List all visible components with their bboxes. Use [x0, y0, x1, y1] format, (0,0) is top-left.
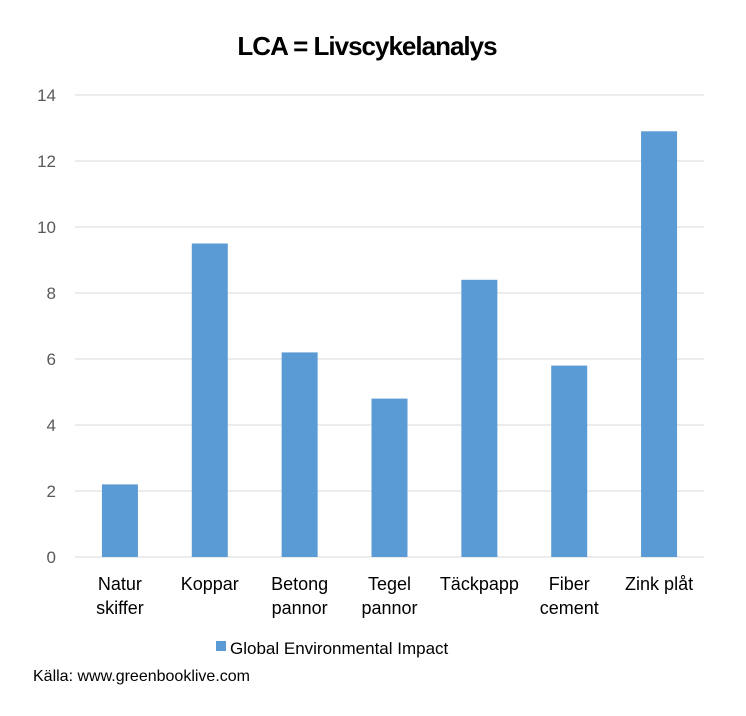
x-category-line: skiffer — [96, 598, 144, 618]
legend-label: Global Environmental Impact — [230, 639, 449, 658]
x-category-line: Natur — [98, 574, 142, 594]
chart-title: LCA = Livscykelanalys — [237, 31, 497, 61]
bar-2 — [281, 352, 318, 557]
y-tick-label: 2 — [47, 482, 56, 501]
y-tick-label: 14 — [37, 86, 56, 105]
x-category-label: Natur skiffer — [96, 574, 144, 618]
bar-0 — [101, 484, 138, 557]
y-axis-ticks: 0 2 4 6 8 10 12 14 — [37, 86, 56, 567]
x-category-label: Täckpapp — [440, 574, 519, 594]
bars — [101, 131, 678, 558]
x-axis-categories: Natur skiffer Koppar Betong pannor Tegel panno… — [96, 574, 693, 618]
bar-3 — [371, 398, 408, 557]
y-tick-label: 8 — [47, 284, 56, 303]
x-category-line: Täckpapp — [440, 574, 519, 594]
x-category-line: Fiber — [549, 574, 590, 594]
legend: Global Environmental Impact — [216, 639, 449, 658]
x-category-label: Zink plåt — [625, 574, 693, 594]
x-category-line: Betong — [271, 574, 328, 594]
legend-swatch — [216, 641, 226, 651]
x-category-line: Tegel — [368, 574, 411, 594]
source-credit: Källa: www.greenbooklive.com — [33, 668, 250, 685]
bar-1 — [191, 243, 228, 557]
x-category-line: Koppar — [181, 574, 239, 594]
y-tick-label: 4 — [47, 416, 56, 435]
x-category-label: Fiber cement — [540, 574, 599, 618]
x-category-label: Betong pannor — [271, 574, 328, 618]
bar-6 — [641, 131, 678, 558]
y-tick-label: 6 — [47, 350, 56, 369]
x-category-line: Zink plåt — [625, 574, 693, 594]
y-tick-label: 12 — [37, 152, 56, 171]
bar-5 — [551, 365, 588, 557]
x-category-label: Tegel pannor — [361, 574, 417, 618]
y-tick-label: 10 — [37, 218, 56, 237]
x-category-line: cement — [540, 598, 599, 618]
x-category-line: pannor — [272, 598, 328, 618]
bar-4 — [461, 279, 498, 557]
x-category-label: Koppar — [181, 574, 239, 594]
x-category-line: pannor — [361, 598, 417, 618]
y-tick-label: 0 — [47, 548, 56, 567]
